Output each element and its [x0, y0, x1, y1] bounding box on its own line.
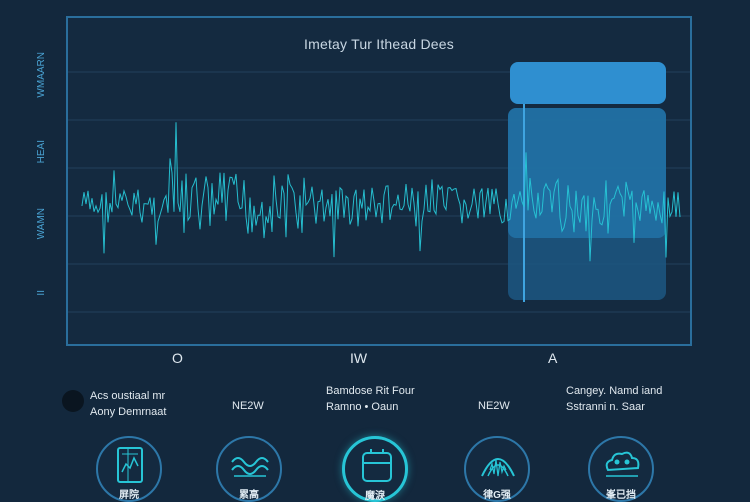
server-box-icon: [362, 449, 392, 482]
icon-label: 累高: [239, 490, 259, 501]
highlight-header: [510, 62, 666, 104]
signal-waveform: [81, 122, 681, 262]
y-label: HEAI: [36, 140, 47, 164]
highlight-region-inner: [508, 108, 666, 238]
cloud-face-button[interactable]: 峯已挡: [588, 436, 654, 502]
y-label: WAMN: [36, 208, 47, 240]
icon-label: 屏院: [119, 490, 139, 501]
icon-label: 峯已挡: [606, 490, 636, 501]
cloud-face-icon: [605, 451, 640, 477]
radar-wave-button[interactable]: 律G强: [464, 436, 530, 502]
x-label: IW: [350, 350, 368, 366]
legend-center: Bamdose Rit Four Ramno • Oaun: [326, 383, 415, 415]
panel-title: Imetay Tur Ithead Dees: [304, 36, 454, 52]
wave-field-button[interactable]: 累高: [216, 436, 282, 502]
chart-doc-icon: [117, 447, 143, 483]
x-label: O: [172, 350, 183, 366]
server-box-button[interactable]: 魔淚: [342, 436, 408, 502]
icon-label: 律G强: [483, 490, 511, 501]
status-dot-icon: [62, 390, 84, 412]
icon-label: 魔淚: [365, 491, 385, 502]
y-label: II: [36, 290, 47, 296]
legend-code-1: NE2W: [232, 400, 264, 412]
legend-code-2: NE2W: [478, 400, 510, 412]
radar-wave-icon: [481, 458, 515, 477]
legend-center-line1: Bamdose Rit Four: [326, 385, 415, 397]
legend-left: Acs oustiaal mr Aony Demrnaat: [90, 388, 166, 420]
legend-right-line2: Sstranni n. Saar: [566, 401, 645, 413]
chart-doc-button[interactable]: 屏院: [96, 436, 162, 502]
signal-panel: Imetay Tur Ithead Dees: [66, 16, 692, 346]
y-label: WMAARN: [36, 52, 47, 98]
legend-center-line2: Ramno • Oaun: [326, 401, 399, 413]
legend-right-line1: Cangey. Namd iand: [566, 385, 663, 397]
wave-field-icon: [231, 457, 269, 477]
legend-left-line1: Acs oustiaal mr: [90, 390, 166, 402]
waveform-plot: [68, 62, 690, 313]
legend-right: Cangey. Namd iand Sstranni n. Saar: [566, 383, 662, 415]
legend-left-line2: Aony Demrnaat: [90, 406, 167, 418]
x-label: A: [548, 350, 558, 366]
